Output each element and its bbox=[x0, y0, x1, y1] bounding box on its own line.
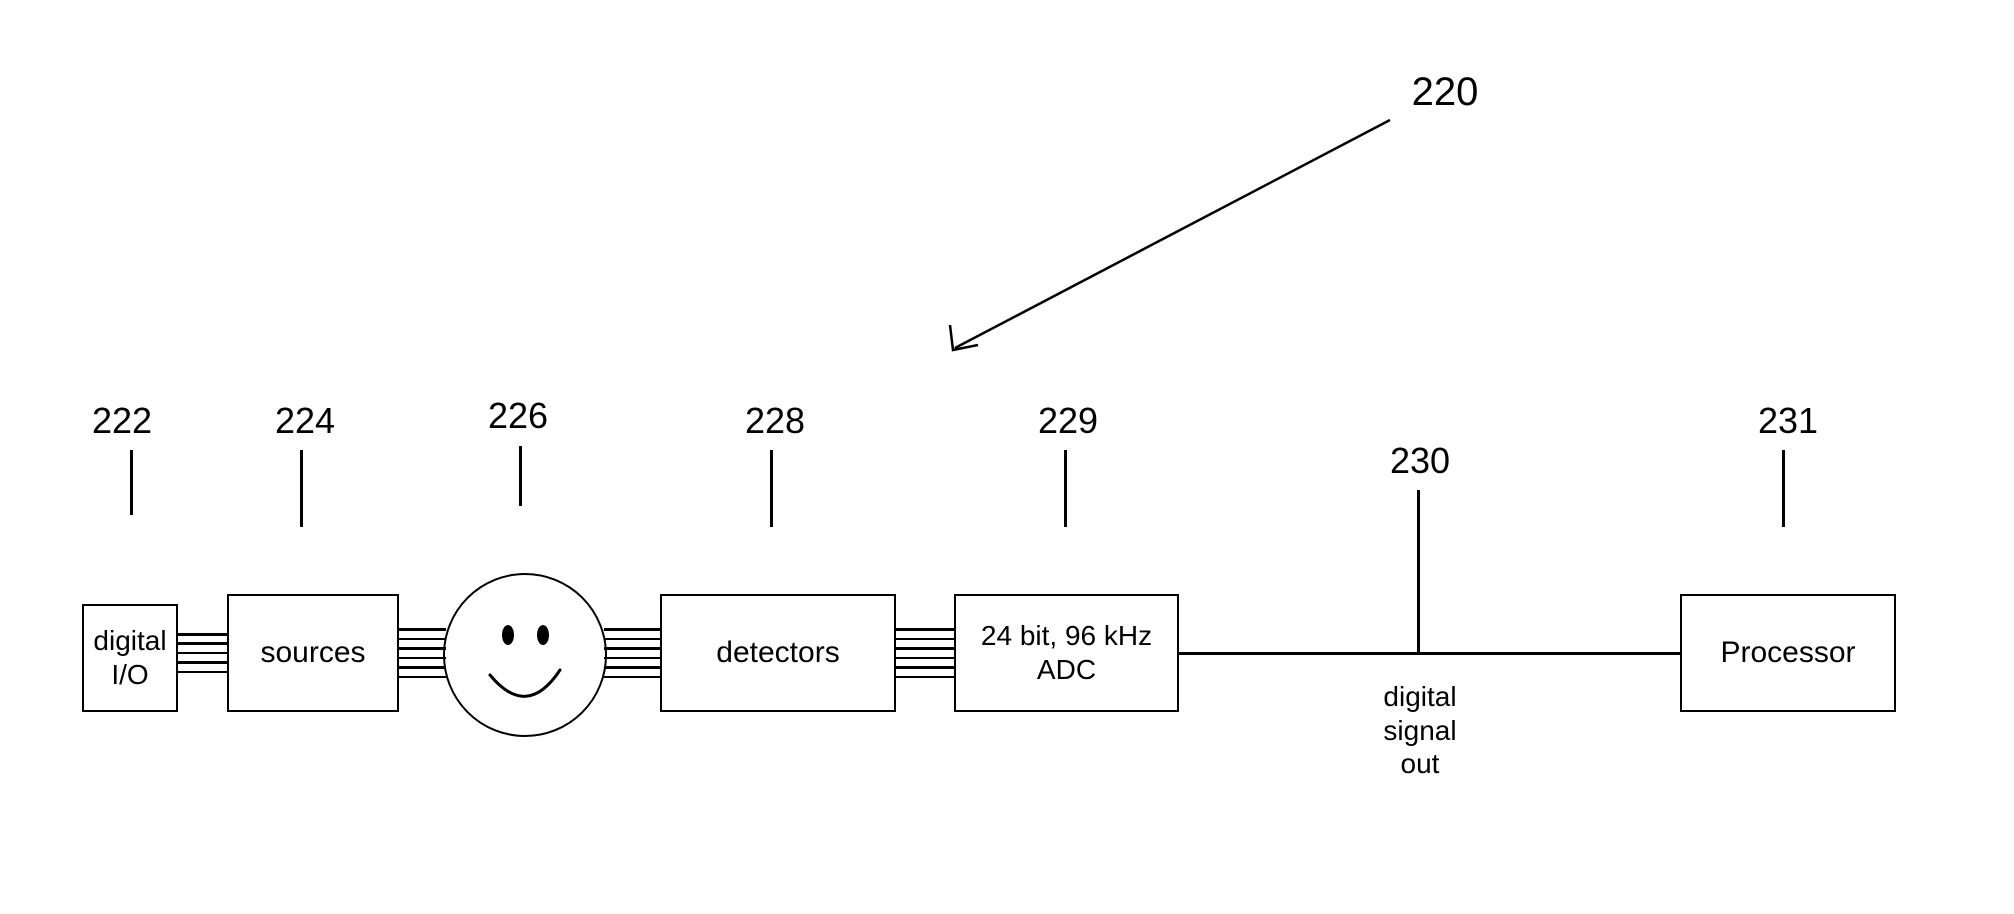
detectors-label: detectors bbox=[716, 635, 839, 671]
sources-node: sources bbox=[227, 594, 399, 712]
connector-detectors-adc bbox=[896, 628, 954, 678]
head-node bbox=[443, 573, 607, 737]
digital-io-ref: 222 bbox=[82, 400, 162, 442]
head-ref: 226 bbox=[478, 395, 558, 437]
digital-io-tick bbox=[130, 450, 133, 515]
adc-tick bbox=[1064, 450, 1067, 527]
signal-ref: 230 bbox=[1380, 440, 1460, 482]
smiley-face-icon bbox=[445, 575, 609, 739]
connector-head-detectors bbox=[604, 628, 660, 678]
processor-ref: 231 bbox=[1748, 400, 1828, 442]
digital-io-node: digitalI/O bbox=[82, 604, 178, 712]
sources-tick bbox=[300, 450, 303, 527]
processor-tick bbox=[1782, 450, 1785, 527]
sources-label: sources bbox=[260, 635, 365, 671]
detectors-node: detectors bbox=[660, 594, 896, 712]
detectors-tick bbox=[770, 450, 773, 527]
adc-label: 24 bit, 96 kHzADC bbox=[981, 619, 1152, 686]
adc-ref: 229 bbox=[1028, 400, 1108, 442]
processor-label: Processor bbox=[1720, 635, 1855, 671]
connector-adc-processor bbox=[1179, 652, 1680, 655]
head-tick bbox=[519, 446, 522, 506]
sources-ref: 224 bbox=[265, 400, 345, 442]
detectors-ref: 228 bbox=[735, 400, 815, 442]
connector-sources-head bbox=[399, 628, 446, 678]
signal-out-label: digital signal out bbox=[1370, 680, 1470, 781]
signal-tick bbox=[1417, 490, 1420, 653]
adc-node: 24 bit, 96 kHzADC bbox=[954, 594, 1179, 712]
connector-io-sources bbox=[178, 633, 227, 673]
system-ref: 220 bbox=[1405, 70, 1485, 115]
system-arrow-icon bbox=[930, 110, 1410, 370]
digital-io-label: digitalI/O bbox=[93, 624, 166, 691]
processor-node: Processor bbox=[1680, 594, 1896, 712]
